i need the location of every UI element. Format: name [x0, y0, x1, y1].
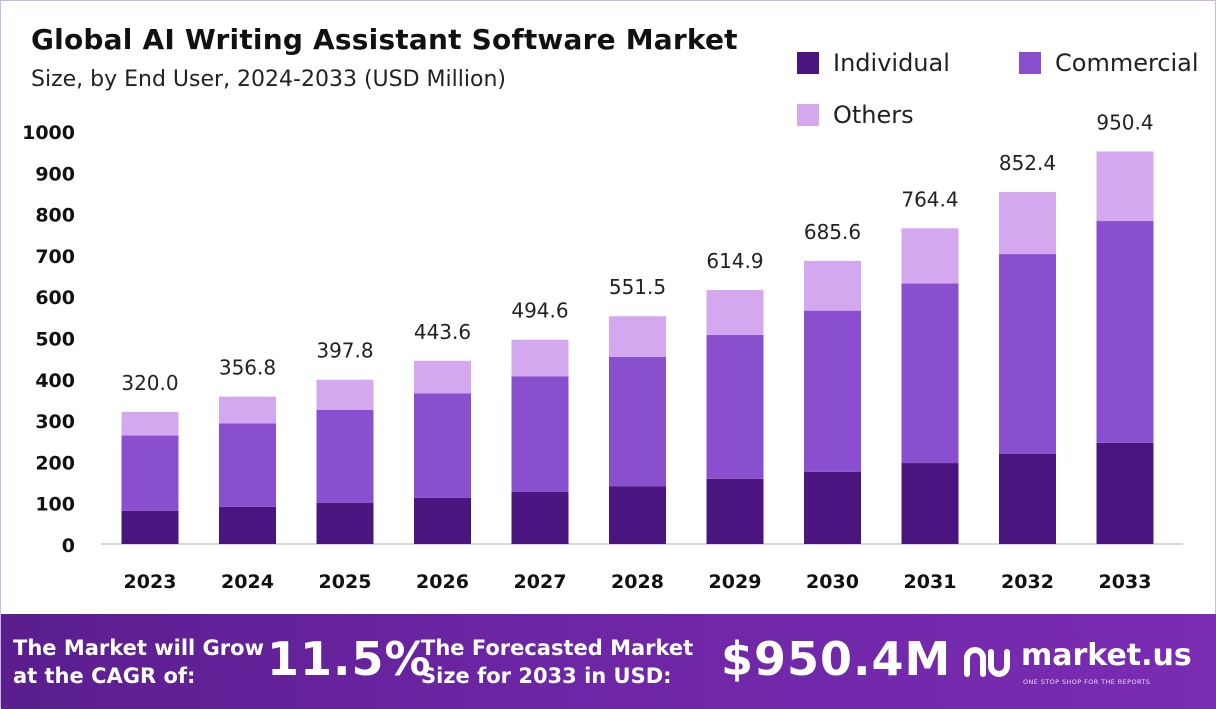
bar-segment-commercial [706, 335, 764, 479]
forecast-value: $950.4M [721, 632, 952, 686]
x-tick-label: 2028 [611, 571, 664, 593]
legend-item-others: Others [797, 101, 914, 129]
chart-subtitle: Size, by End User, 2024-2033 (USD Millio… [31, 67, 506, 92]
bar-segment-commercial [511, 376, 569, 492]
bar-segment-commercial [1096, 221, 1154, 443]
bar-total-label: 494.6 [511, 299, 568, 323]
y-tick-label: 1000 [22, 122, 75, 144]
bar-segment-others [901, 228, 959, 284]
y-tick-label: 400 [35, 370, 75, 392]
y-tick-label: 700 [35, 246, 75, 268]
bar-segment-others [219, 396, 276, 424]
footer-banner: The Market will Grow at the CAGR of: 11.… [1, 614, 1216, 709]
bar-total-label: 551.5 [609, 275, 666, 299]
x-tick-label: 2024 [221, 571, 274, 593]
bar-segment-individual [414, 497, 471, 544]
bar-segment-individual [219, 506, 276, 544]
y-tick-label: 0 [62, 535, 75, 557]
x-tick-label: 2031 [904, 571, 957, 593]
x-tick-label: 2023 [124, 571, 177, 593]
chart-title: Global AI Writing Assistant Software Mar… [31, 23, 738, 56]
bar-total-label: 356.8 [219, 356, 276, 380]
bar-segment-individual [316, 502, 374, 544]
cagr-value: 11.5% [267, 632, 432, 686]
y-tick-label: 900 [35, 163, 75, 185]
x-tick-label: 2025 [319, 571, 372, 593]
bar-segment-individual [1096, 442, 1154, 544]
cagr-caption: The Market will Grow at the CAGR of: [13, 634, 264, 690]
y-tick-label: 300 [35, 411, 75, 433]
forecast-caption-line1: The Forecasted Market [421, 636, 694, 660]
bar-segment-commercial [609, 356, 666, 487]
legend-swatch-individual [797, 52, 819, 74]
bar-segment-others [511, 339, 569, 377]
forecast-caption: The Forecasted Market Size for 2033 in U… [421, 634, 693, 690]
legend-label-others: Others [833, 101, 914, 129]
bar-segment-commercial [804, 310, 861, 472]
bar-segment-commercial [999, 254, 1056, 454]
brand-tagline: ONE STOP SHOP FOR THE REPORTS [1023, 678, 1151, 686]
bar-segment-individual [804, 471, 861, 544]
x-tick-label: 2033 [1099, 571, 1152, 593]
cagr-caption-line1: The Market will Grow [13, 636, 264, 660]
bar-segment-commercial [219, 423, 276, 507]
bar-total-label: 397.8 [316, 339, 373, 363]
bar-segment-commercial [316, 409, 374, 503]
bar-segment-commercial [901, 283, 959, 464]
bar-total-label: 950.4 [1096, 110, 1153, 134]
bar-segment-individual [609, 486, 666, 544]
x-tick-label: 2030 [806, 571, 859, 593]
bar-total-label: 685.6 [804, 220, 861, 244]
y-tick-label: 100 [35, 494, 75, 516]
y-tick-label: 600 [35, 287, 75, 309]
stacked-bar-chart: 0 100 200 300 400 500 600 700 800 900 1000 320.0 202… [22, 110, 1183, 593]
y-tick-label: 500 [35, 329, 75, 351]
bar-segment-others [316, 379, 374, 410]
bar-total-label: 614.9 [706, 249, 763, 273]
bar-segment-commercial [121, 435, 179, 511]
bar-segment-individual [999, 453, 1056, 544]
bar-segment-others [999, 191, 1056, 255]
legend-label-individual: Individual [833, 49, 950, 77]
bar-total-label: 852.4 [999, 151, 1056, 175]
legend-swatch-commercial [1019, 52, 1041, 74]
bar-total-label: 320.0 [121, 371, 178, 395]
brand-name: market.us [1021, 638, 1192, 673]
cagr-caption-line2: at the CAGR of: [13, 664, 196, 688]
legend-swatch-others [797, 104, 819, 126]
bar-total-label: 764.4 [901, 187, 958, 211]
bar-segment-others [414, 360, 471, 394]
bar-segment-individual [511, 491, 569, 544]
bar-segment-individual [121, 510, 179, 544]
legend-item-commercial: Commercial [1019, 49, 1199, 77]
bar-total-label: 443.6 [414, 320, 471, 344]
x-tick-label: 2027 [514, 571, 567, 593]
bar-segment-others [706, 290, 764, 336]
x-tick-label: 2032 [1001, 571, 1054, 593]
legend-label-commercial: Commercial [1055, 49, 1199, 77]
bar-segment-others [804, 260, 861, 311]
legend-item-individual: Individual [797, 49, 950, 77]
market-us-logo-icon [964, 647, 1010, 677]
x-tick-label: 2026 [416, 571, 469, 593]
y-tick-label: 800 [35, 205, 75, 227]
y-tick-label: 200 [35, 452, 75, 474]
bar-segment-others [1096, 151, 1154, 222]
bar-segment-others [609, 316, 666, 357]
x-tick-label: 2029 [709, 571, 762, 593]
bar-segment-individual [706, 478, 764, 544]
bar-segment-individual [901, 463, 959, 544]
forecast-caption-line2: Size for 2033 in USD: [421, 664, 672, 688]
bar-segment-commercial [414, 393, 471, 498]
bar-segment-others [121, 411, 179, 436]
